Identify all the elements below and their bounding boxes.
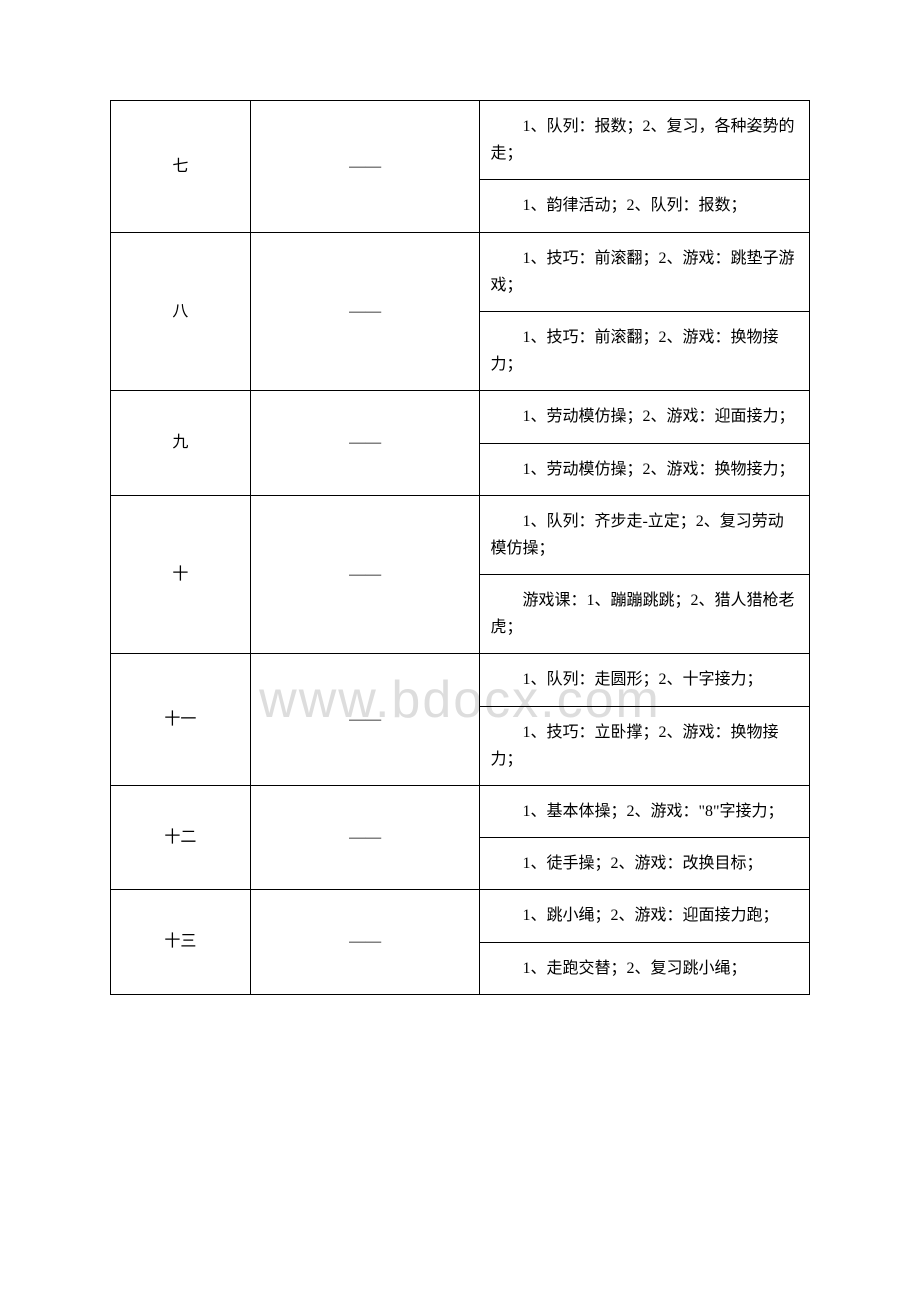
table-row: 十三 —— 1、跳小绳；2、游戏：迎面接力跑； [111,890,810,942]
week-number-cell: 九 [111,391,251,495]
week-number-cell: 七 [111,101,251,233]
content-cell: 1、劳动模仿操；2、游戏：迎面接力； [480,391,810,443]
dash-cell: —— [250,391,480,495]
week-number-cell: 十三 [111,890,251,994]
content-cell: 1、徒手操；2、游戏：改换目标； [480,838,810,890]
table-body: 七 —— 1、队列：报数；2、复习，各种姿势的走； 1、韵律活动；2、队列：报数… [111,101,810,995]
content-cell: 1、韵律活动；2、队列：报数； [480,180,810,232]
content-cell: 1、基本体操；2、游戏："8"字接力； [480,786,810,838]
week-number-cell: 十二 [111,786,251,890]
content-cell: 游戏课：1、蹦蹦跳跳；2、猎人猎枪老虎； [480,575,810,654]
content-cell: 1、走跑交替；2、复习跳小绳； [480,942,810,994]
content-cell: 1、技巧：前滚翻；2、游戏：跳垫子游戏； [480,232,810,311]
dash-cell: —— [250,890,480,994]
table-row: 十二 —— 1、基本体操；2、游戏："8"字接力； [111,786,810,838]
table-row: 八 —— 1、技巧：前滚翻；2、游戏：跳垫子游戏； [111,232,810,311]
table-row: 十一 —— 1、队列：走圆形；2、十字接力； [111,654,810,706]
table-row: 七 —— 1、队列：报数；2、复习，各种姿势的走； [111,101,810,180]
content-cell: 1、跳小绳；2、游戏：迎面接力跑； [480,890,810,942]
content-cell: 1、技巧：立卧撑；2、游戏：换物接力； [480,706,810,785]
table-row: 十 —— 1、队列：齐步走-立定；2、复习劳动模仿操； [111,495,810,574]
table-row: 九 —— 1、劳动模仿操；2、游戏：迎面接力； [111,391,810,443]
content-cell: 1、劳动模仿操；2、游戏：换物接力； [480,443,810,495]
content-cell: 1、技巧：前滚翻；2、游戏：换物接力； [480,311,810,390]
dash-cell: —— [250,495,480,654]
schedule-table: 七 —— 1、队列：报数；2、复习，各种姿势的走； 1、韵律活动；2、队列：报数… [110,100,810,995]
content-cell: 1、队列：齐步走-立定；2、复习劳动模仿操； [480,495,810,574]
week-number-cell: 十 [111,495,251,654]
dash-cell: —— [250,232,480,391]
content-cell: 1、队列：走圆形；2、十字接力； [480,654,810,706]
content-cell: 1、队列：报数；2、复习，各种姿势的走； [480,101,810,180]
week-number-cell: 八 [111,232,251,391]
week-number-cell: 十一 [111,654,251,786]
dash-cell: —— [250,101,480,233]
dash-cell: —— [250,654,480,786]
dash-cell: —— [250,786,480,890]
